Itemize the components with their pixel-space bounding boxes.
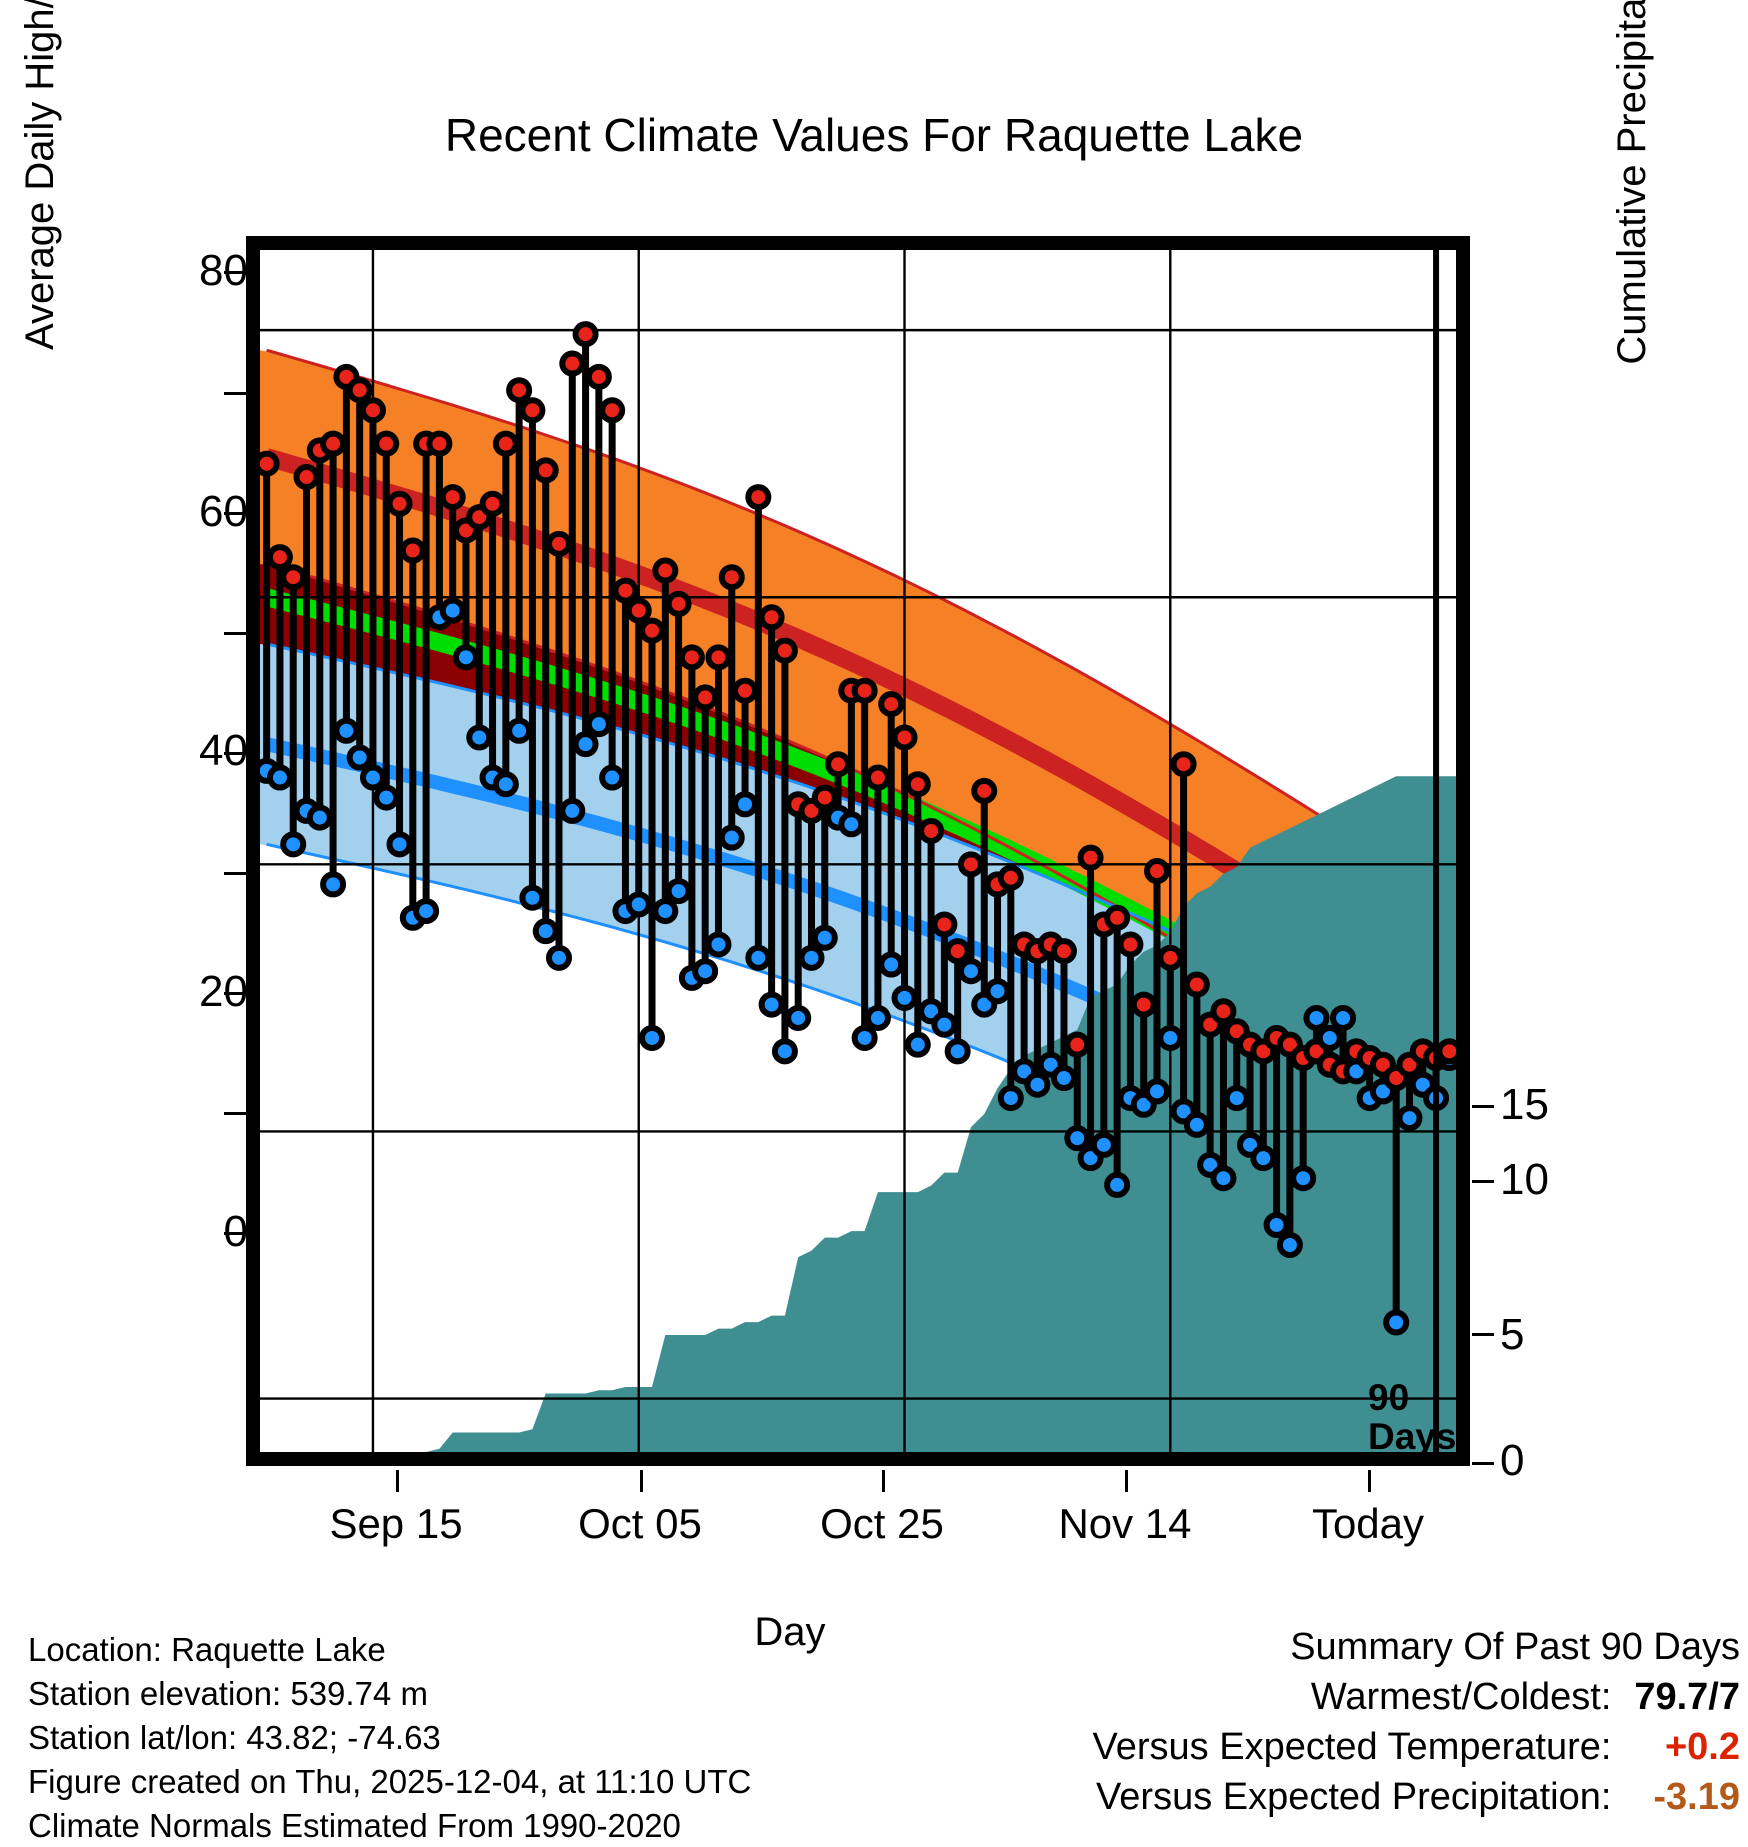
ytick-left-0: 0 — [48, 1207, 248, 1257]
xtick-oct-25: Oct 25 — [752, 1500, 1012, 1548]
tick-left-20 — [224, 992, 246, 995]
footer-created: Figure created on Thu, 2025-12-04, at 11… — [28, 1760, 751, 1804]
tick-bottom-nov-14 — [1125, 1470, 1128, 1492]
tick-left-40 — [224, 752, 246, 755]
ytick-right-0: 0 — [1500, 1436, 1700, 1486]
ninety-days-annotation: 90 Days — [1368, 1378, 1456, 1456]
tick-right-15 — [1472, 1105, 1494, 1108]
tick-left-80 — [224, 271, 246, 274]
ytick-right-5: 5 — [1500, 1310, 1700, 1360]
climate-plot-svg — [260, 250, 1456, 1452]
tick-bottom-oct-25 — [882, 1470, 885, 1492]
summary-block: Summary Of Past 90 Days Warmest/Coldest:… — [1093, 1622, 1740, 1823]
summary-value-warmest-coldest: 79.7/7 — [1622, 1672, 1740, 1722]
ytick-right-15: 15 — [1500, 1080, 1700, 1130]
summary-row-temperature: Versus Expected Temperature: +0.2 — [1093, 1722, 1740, 1772]
footer-latlon: Station lat/lon: 43.82; -74.63 — [28, 1716, 751, 1760]
footer-location: Location: Raquette Lake — [28, 1628, 751, 1672]
tick-left-0 — [224, 1232, 246, 1235]
station-info-block: Location: Raquette Lake Station elevatio… — [28, 1628, 751, 1847]
summary-label-warmest-coldest: Warmest/Coldest: — [1311, 1676, 1612, 1718]
summary-row-warmest-coldest: Warmest/Coldest: 79.7/7 — [1093, 1672, 1740, 1722]
ytick-left-40: 40 — [48, 726, 248, 776]
tick-right-5 — [1472, 1333, 1494, 1336]
tick-left-60 — [224, 512, 246, 515]
footer-normals: Climate Normals Estimated From 1990-2020 — [28, 1804, 751, 1847]
ytick-right-10: 10 — [1500, 1155, 1700, 1205]
tick-bottom-sep-15 — [396, 1470, 399, 1492]
tick-bottom-today — [1368, 1470, 1371, 1492]
summary-heading: Summary Of Past 90 Days — [1093, 1622, 1740, 1672]
ytick-left-60: 60 — [48, 487, 248, 537]
y-axis-label-left: Average Daily High/Low/Mean (Red/Blue/Gr… — [18, 0, 74, 350]
xtick-nov-14: Nov 14 — [995, 1500, 1255, 1548]
tick-left-30 — [224, 872, 246, 875]
tick-left-10 — [224, 1112, 246, 1115]
tick-left-70 — [224, 392, 246, 395]
xtick-today: Today — [1238, 1500, 1498, 1548]
summary-value-precipitation: -3.19 — [1622, 1772, 1740, 1822]
summary-label-precipitation: Versus Expected Precipitation: — [1096, 1776, 1611, 1818]
days-annotation-line1: 90 — [1368, 1378, 1456, 1417]
xtick-sep-15: Sep 15 — [266, 1500, 526, 1548]
summary-row-precipitation: Versus Expected Precipitation: -3.19 — [1093, 1772, 1740, 1822]
summary-label-temperature: Versus Expected Temperature: — [1093, 1726, 1612, 1768]
ytick-left-80: 80 — [48, 246, 248, 296]
summary-value-temperature: +0.2 — [1622, 1722, 1740, 1772]
y-axis-label-right: Cumulative Precipitation (in), If Availa… — [1610, 0, 1666, 512]
xtick-oct-05: Oct 05 — [510, 1500, 770, 1548]
days-annotation-line2: Days — [1368, 1417, 1456, 1456]
footer-elevation: Station elevation: 539.74 m — [28, 1672, 751, 1716]
ytick-left-20: 20 — [48, 967, 248, 1017]
plot-canvas — [260, 250, 1456, 1452]
page-title: Recent Climate Values For Raquette Lake — [0, 108, 1748, 162]
tick-right-0 — [1472, 1462, 1494, 1465]
plot-area — [246, 236, 1470, 1466]
tick-right-10 — [1472, 1180, 1494, 1183]
tick-bottom-oct-05 — [640, 1470, 643, 1492]
tick-left-50 — [224, 632, 246, 635]
